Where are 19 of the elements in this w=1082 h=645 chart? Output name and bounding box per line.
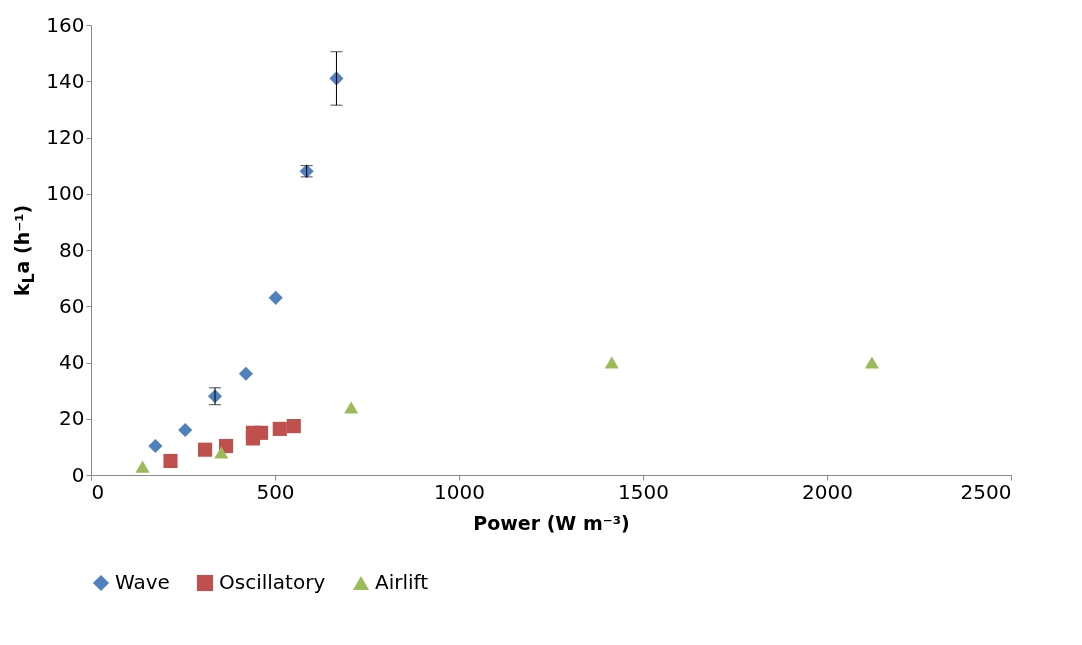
legend-label: Airlift: [375, 570, 429, 594]
y-tick-label: 120: [46, 125, 85, 149]
y-tick-label: 160: [46, 12, 85, 37]
y-tick-label: 140: [46, 68, 85, 93]
x-tick-label: 500: [256, 479, 295, 504]
x-tick-label: 2000: [802, 479, 853, 504]
legend-label: Wave: [115, 570, 170, 594]
x-axis-title: Power (W m⁻³): [473, 511, 630, 534]
y-tick-label: 40: [59, 350, 85, 374]
x-tick-label: 2500: [960, 479, 1012, 504]
x-tick-label: 1500: [618, 479, 669, 504]
y-tick-label: 60: [59, 293, 85, 318]
y-tick-label: 100: [46, 181, 85, 206]
legend-label: Oscillatory: [219, 570, 326, 594]
y-tick-label: 20: [59, 406, 85, 431]
y-tick-label: 0: [71, 462, 85, 487]
y-tick-label: 80: [59, 237, 85, 262]
x-tick-label: 0: [91, 479, 105, 504]
x-tick-label: 1000: [434, 479, 485, 504]
